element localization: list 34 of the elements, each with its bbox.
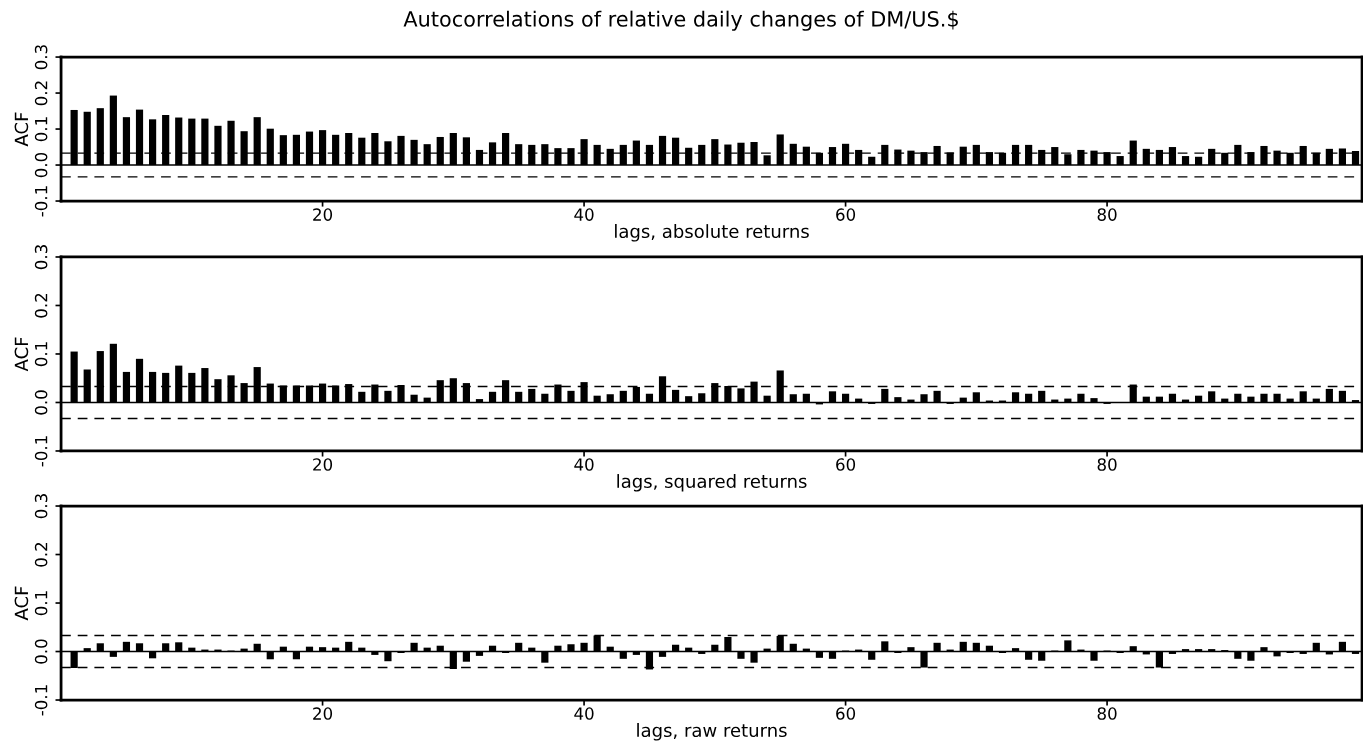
x-tick-label: 20 <box>313 707 333 720</box>
x-tick-label: 40 <box>574 458 594 471</box>
y-axis-title: ACF <box>14 337 29 372</box>
x-axis-title: lags, raw returns <box>637 723 787 741</box>
x-tick-label: 20 <box>313 458 333 471</box>
y-tick-label: 0.1 <box>34 117 48 142</box>
y-axis-title: ACF <box>14 112 29 147</box>
x-axis-title: lags, absolute returns <box>615 224 809 242</box>
y-tick-label: 0.0 <box>34 390 48 415</box>
y-tick-label: 0.3 <box>34 494 48 519</box>
x-tick-label: 20 <box>313 208 333 221</box>
y-tick-label: 0.2 <box>34 293 48 318</box>
y-tick-label: -0.1 <box>34 436 48 467</box>
x-tick-label: 40 <box>574 208 594 221</box>
y-axis-title: ACF <box>14 586 29 621</box>
x-tick-label: 60 <box>836 208 856 221</box>
x-tick-label: 80 <box>1097 208 1117 221</box>
y-tick-label: 0.1 <box>34 591 48 616</box>
y-tick-label: 0.0 <box>34 152 48 178</box>
y-tick-label: -0.1 <box>34 186 48 217</box>
x-tick-label: 60 <box>836 458 856 471</box>
x-tick-label: 80 <box>1097 458 1117 471</box>
y-tick-label: 0.2 <box>34 542 48 567</box>
y-tick-label: 0.3 <box>34 45 48 70</box>
x-tick-label: 80 <box>1097 707 1117 720</box>
y-tick-label: 0.3 <box>34 245 48 270</box>
y-tick-label: -0.1 <box>34 685 48 716</box>
y-tick-label: 0.1 <box>34 342 48 367</box>
x-axis-title: lags, squared returns <box>617 474 807 492</box>
chart-title: Autocorrelations of relative daily changes of DM/US.$ <box>403 10 958 31</box>
y-tick-label: 0.2 <box>34 81 48 106</box>
x-tick-label: 60 <box>836 707 856 720</box>
y-tick-label: 0.0 <box>34 639 48 664</box>
x-tick-label: 40 <box>574 707 594 720</box>
